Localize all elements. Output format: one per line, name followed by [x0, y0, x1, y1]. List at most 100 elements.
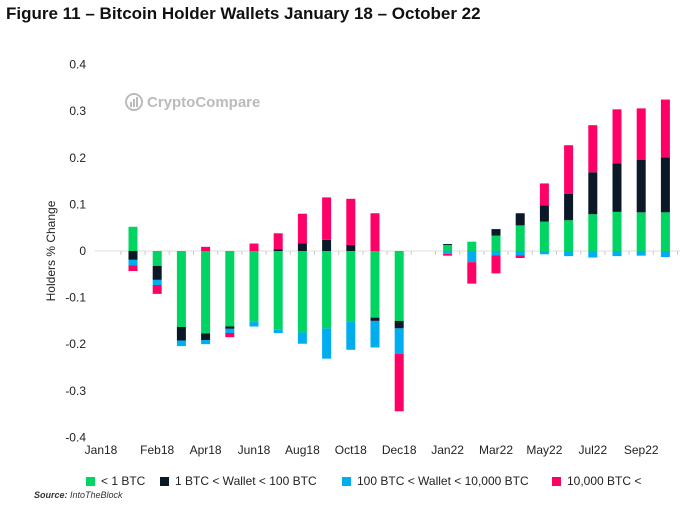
x-tick-label: Oct18 [335, 443, 367, 457]
bar-Jul22-s1 [588, 172, 598, 215]
y-tick-label: 0 [79, 244, 86, 258]
bar-Feb18-s3 [152, 285, 162, 294]
legend-item-gt10000: 10,000 BTC < [552, 474, 641, 488]
bar-Aug18-s1 [297, 243, 307, 251]
logo-text: CryptoCompare [147, 93, 261, 111]
y-tick-label: -0.1 [65, 291, 86, 305]
logo-icon [125, 93, 143, 111]
bar-Aug22-s3 [612, 109, 622, 164]
bar-Apr18-s0 [201, 251, 211, 334]
y-tick-label: 0.3 [69, 104, 86, 118]
bar-Jul22-s3 [588, 125, 598, 173]
bar-Jan22-s2 [443, 251, 453, 254]
y-tick-label: 0.4 [69, 58, 86, 72]
bar-Sep22-s2 [636, 251, 646, 256]
bar-Jul22-s2 [588, 251, 598, 258]
legend-label: 1 BTC < Wallet < 100 BTC [175, 474, 317, 488]
bar-Mar18-s0 [176, 251, 186, 327]
bar-Jul18-s1 [273, 249, 283, 251]
bar-Mar18-s1 [176, 326, 186, 341]
x-tick-label: Aug18 [285, 443, 320, 457]
bar-Mar18-s2 [176, 340, 186, 347]
bar-Dec18-s2 [394, 328, 404, 354]
x-tick-label: Jul22 [578, 443, 607, 457]
y-tick-label: -0.2 [65, 337, 86, 351]
bar-Sep18-s0 [322, 251, 332, 329]
legend-swatch [160, 476, 169, 486]
bar-Feb18-s0 [152, 251, 162, 266]
bar-Apr22-s1 [515, 213, 525, 226]
x-tick-label: Feb18 [140, 443, 174, 457]
x-tick-label: Mar22 [479, 443, 513, 457]
bar-Jun22-s3 [564, 145, 574, 194]
legend-item-1-100: 1 BTC < Wallet < 100 BTC [160, 474, 317, 488]
bar-Oct22-s0 [660, 212, 670, 251]
bar-Apr18-s2 [201, 340, 211, 345]
bar-Oct18-s1 [346, 244, 356, 251]
bar-Jan22-s1 [443, 244, 453, 245]
bar-Aug22-s2 [612, 251, 622, 257]
bar-Jun22-s2 [564, 251, 574, 257]
bar-Sep22-s3 [636, 108, 646, 160]
bar-Apr18-s3 [201, 246, 211, 251]
bar-Oct22-s3 [660, 99, 670, 158]
legend-swatch [552, 476, 561, 486]
bar-May22-s2 [539, 251, 549, 255]
bar-Jan18-s2 [128, 259, 138, 266]
legend-swatch [342, 476, 351, 486]
bar-Feb22-s3 [467, 262, 477, 284]
bar-Aug18-s3 [297, 213, 307, 244]
bar-Jan18-s0 [128, 226, 138, 251]
bar-Oct22-s2 [660, 251, 670, 258]
bar-Aug18-s2 [297, 332, 307, 344]
y-tick-label: 0.2 [69, 151, 86, 165]
legend-label: < 1 BTC [101, 474, 146, 488]
bar-Jan22-s3 [443, 253, 453, 256]
bar-Jun18-s2 [249, 321, 259, 327]
bar-Apr22-s0 [515, 225, 525, 251]
bar-Dec18-s0 [394, 251, 404, 321]
bar-May18-s2 [225, 328, 235, 334]
bar-Mar22-s0 [491, 235, 501, 251]
stacked-bar-chart: 0.4 0.3 0.2 0.1 0 -0.1 -0.2 -0.3 -0.4 Holders % … [44, 58, 680, 457]
bar-Jan18-s1 [128, 251, 138, 260]
bar-May22-s1 [539, 205, 549, 222]
x-tick-label: Jun18 [238, 443, 271, 457]
legend-label: 100 BTC < Wallet < 10,000 BTC [357, 474, 529, 488]
bar-Apr18-s1 [201, 333, 211, 341]
bar-May18-s3 [225, 333, 235, 338]
legend-label: 10,000 BTC < [567, 474, 642, 488]
bar-Feb18-s1 [152, 265, 162, 280]
bar-Jul18-s0 [273, 251, 283, 330]
source-note: Source: IntoTheBlock [34, 490, 123, 500]
bar-Dec18-s3 [394, 353, 404, 412]
bar-Sep18-s2 [322, 328, 332, 359]
bar-Jan22-s0 [443, 244, 453, 251]
y-tick-label: -0.3 [65, 384, 86, 398]
legend-item-lt1: < 1 BTC [86, 474, 145, 488]
bar-May22-s3 [539, 183, 549, 206]
bar-Nov18-s1 [370, 317, 380, 321]
bar-Mar22-s3 [491, 255, 501, 274]
bar-Mar22-s1 [491, 229, 501, 236]
chart-title: Figure 11 – Bitcoin Holder Wallets Janua… [6, 4, 481, 23]
bar-Oct18-s2 [346, 321, 356, 350]
bar-Sep22-s0 [636, 212, 646, 251]
bar-Aug18-s0 [297, 251, 307, 333]
bar-Feb22-s0 [467, 241, 477, 251]
bar-Jun22-s1 [564, 193, 574, 221]
bar-Apr22-s2 [515, 251, 525, 256]
bar-Nov18-s3 [370, 213, 380, 251]
x-tick-label: Jan22 [431, 443, 464, 457]
x-tick-label: May22 [526, 443, 562, 457]
x-ticks [120, 251, 678, 255]
bar-Jun18-s3 [249, 243, 259, 251]
bar-Jul18-s2 [273, 329, 283, 334]
bar-Oct18-s0 [346, 251, 356, 322]
bar-Jul18-s3 [273, 233, 283, 250]
bar-Oct18-s3 [346, 198, 356, 245]
bar-Feb22-s2 [467, 251, 477, 263]
cryptocompare-logo: CryptoCompare [124, 92, 260, 112]
bar-Jul22-s0 [588, 214, 598, 251]
x-tick-label: Dec18 [382, 443, 417, 457]
